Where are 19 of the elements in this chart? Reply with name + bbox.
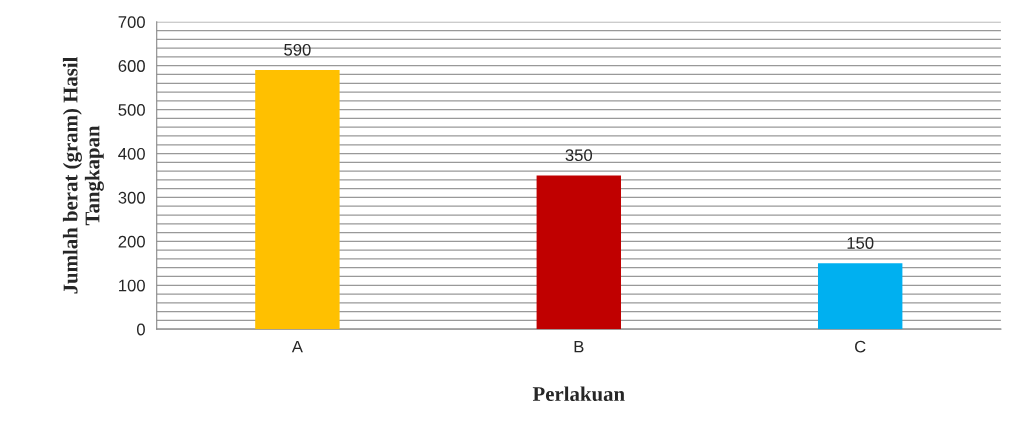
bar xyxy=(536,175,622,330)
data-label: 590 xyxy=(284,43,311,56)
data-label: 350 xyxy=(565,149,593,162)
y-tick-label: 600 xyxy=(118,60,145,72)
bar xyxy=(255,70,340,330)
y-tick-label: 700 xyxy=(118,16,145,28)
y-tick-label: 300 xyxy=(118,191,145,204)
y-tick-label: 200 xyxy=(118,235,145,248)
x-axis-title: Perlakuan xyxy=(532,386,625,402)
y-axis-title: Jumlah berat (gram) Hasil Tangkapan xyxy=(62,56,104,294)
y-tick-label: 100 xyxy=(119,279,145,292)
data-label: 150 xyxy=(847,237,874,249)
y-tick-label: 0 xyxy=(136,323,145,336)
y-tick-label: 400 xyxy=(118,147,145,160)
y-tick-label: 500 xyxy=(118,104,145,116)
x-tick-label: B xyxy=(574,340,584,353)
x-tick-label: A xyxy=(291,340,303,353)
x-tick-label: C xyxy=(855,340,866,353)
bar xyxy=(817,263,903,330)
